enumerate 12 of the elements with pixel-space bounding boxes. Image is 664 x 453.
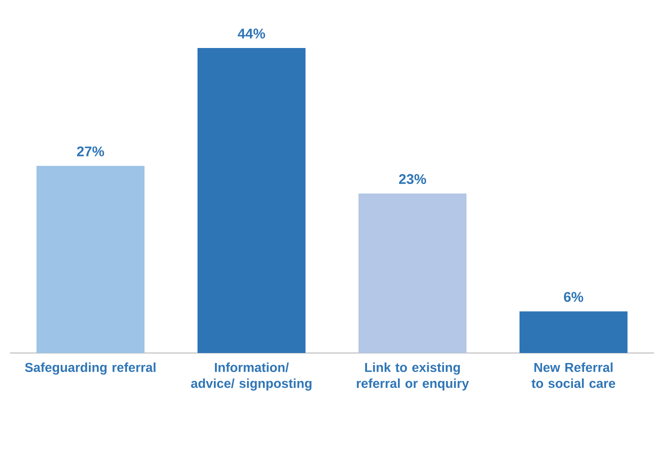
bar	[36, 166, 145, 353]
x-tick-label: Information/ advice/ signposting	[191, 362, 312, 391]
x-tick-label: New Referral to social care	[532, 362, 616, 388]
data-label: 23%	[399, 174, 426, 184]
data-label: 27%	[77, 146, 104, 156]
bar	[358, 194, 467, 353]
x-tick-label: Link to existing referral or enquiry	[356, 362, 469, 391]
data-label: 6%	[564, 292, 584, 302]
bar	[198, 48, 306, 353]
x-tick-label: Safeguarding referral	[25, 362, 156, 375]
data-label: 44%	[238, 28, 266, 38]
bar	[520, 311, 628, 353]
